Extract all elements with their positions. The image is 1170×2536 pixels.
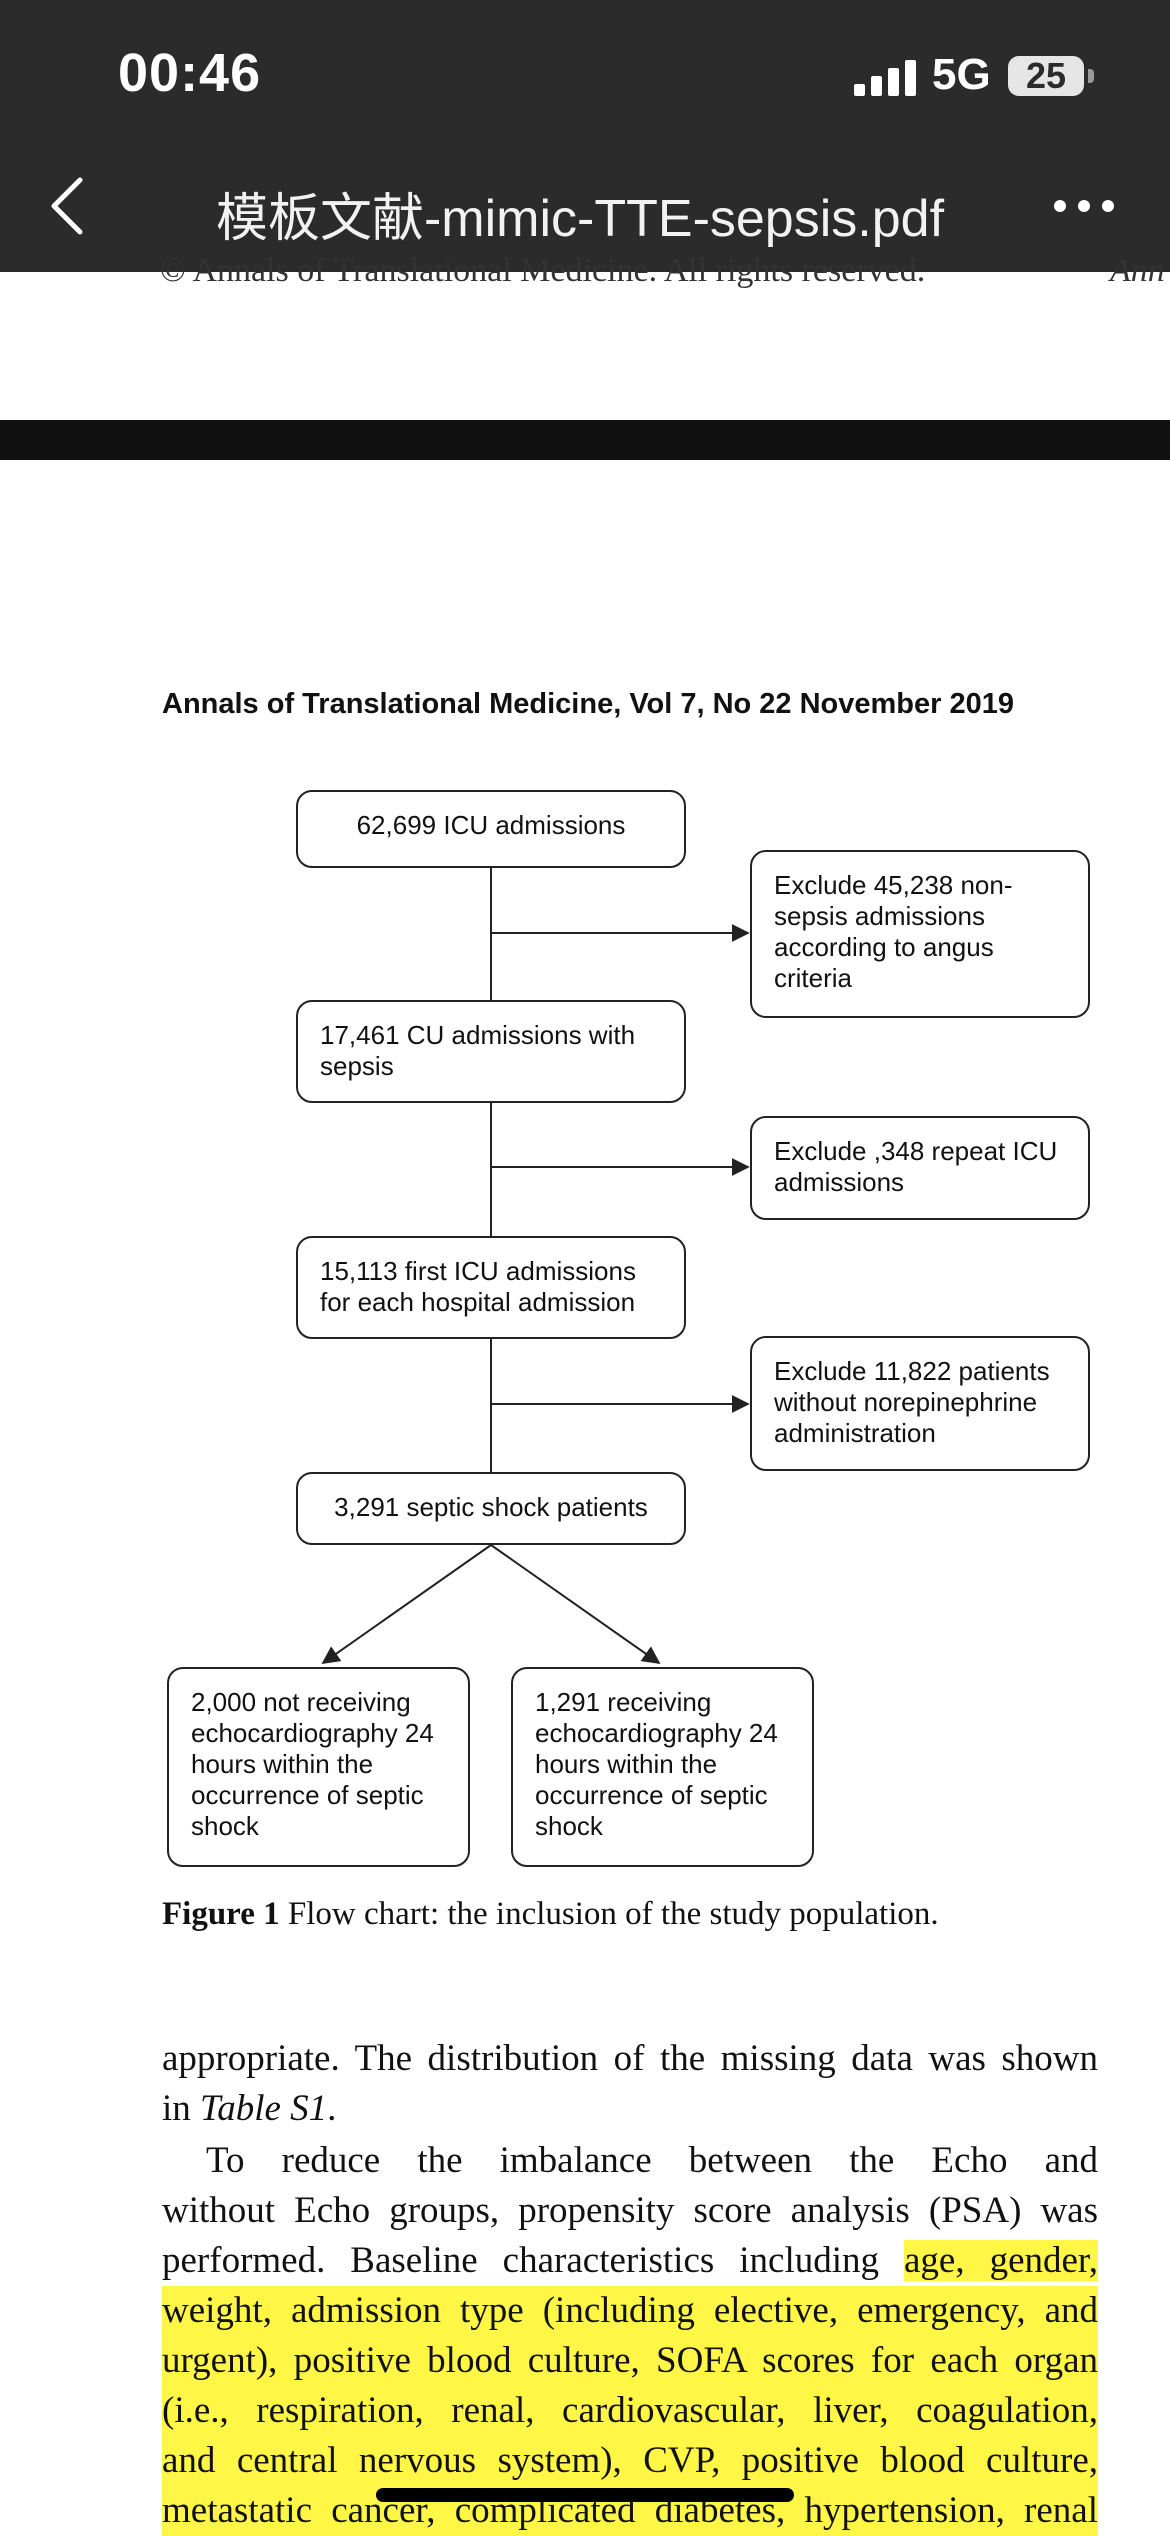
flow-box-septic-shock: 3,291 septic shock patients (296, 1472, 686, 1545)
battery-tip (1088, 69, 1094, 83)
highlighted-text: urgent), positive blood culture, SOFA sc… (162, 2336, 1098, 2386)
text-line: To reduce the imbalance between the Echo… (206, 2140, 1098, 2181)
flow-box-exclude-non-sepsis: Exclude 45,238 non-sepsis admissions acc… (750, 850, 1090, 1018)
arrow-line (321, 1544, 492, 1665)
text-line: appropriate. The distribution of the mis… (162, 2038, 1098, 2079)
flow-box-icu-admissions: 62,699 ICU admissions (296, 790, 686, 868)
text-line: without Echo groups, propensity score an… (162, 2190, 1098, 2231)
battery-icon: 25 (1008, 56, 1084, 96)
nav-bar: 模板文献-mimic-TTE-sepsis.pdf (0, 140, 1170, 272)
cellular-signal-icon (854, 60, 916, 96)
more-horizontal-icon (1054, 200, 1066, 212)
table-s1-link[interactable]: Table S1 (200, 2088, 328, 2129)
flow-box-echo: 1,291 receiving echocardiography 24 hour… (511, 1667, 814, 1867)
figure-label: Figure 1 (162, 1896, 280, 1932)
arrow-line (490, 1544, 661, 1665)
text-line: in Table S1. (162, 2084, 1098, 2134)
network-type: 5G (932, 50, 991, 99)
status-time: 00:46 (118, 43, 262, 103)
highlighted-text: age, gender, (904, 2240, 1099, 2281)
highlighted-text: weight, admission type (including electi… (162, 2286, 1098, 2336)
text-run: . (327, 2088, 337, 2129)
previous-page-footer: © Annals of Translational Medicine. All … (160, 252, 926, 289)
flow-box-exclude-norepinephrine: Exclude 11,822 patients without norepine… (750, 1336, 1090, 1471)
more-horizontal-icon (1078, 200, 1090, 212)
paragraph-1: appropriate. The distribution of the mis… (162, 2034, 1098, 2134)
text-run: in (162, 2088, 201, 2129)
paragraph-2: To reduce the imbalance between the Echo… (162, 2136, 1099, 2536)
home-indicator[interactable] (376, 2488, 794, 2502)
page-separator (0, 420, 1170, 460)
flow-box-sepsis-admissions: 17,461 CU admissions with sepsis (296, 1000, 686, 1103)
previous-page-footer-journal: Ann (1110, 252, 1165, 289)
flow-box-exclude-repeat: Exclude ,348 repeat ICU admissions (750, 1116, 1090, 1220)
flowchart-connectors (321, 868, 750, 1665)
more-button[interactable] (1052, 188, 1116, 224)
chevron-left-icon (51, 177, 83, 235)
figure-caption-text: Flow chart: the inclusion of the study p… (287, 1896, 939, 1932)
status-bar: 00:46 5G 25 (0, 0, 1170, 140)
flow-box-no-echo: 2,000 not receiving echocardiography 24 … (167, 1667, 470, 1867)
text-line: performed. Baseline characteristics incl… (162, 2236, 1099, 2286)
more-horizontal-icon (1102, 200, 1114, 212)
highlighted-text: (i.e., respiration, renal, cardiovascula… (162, 2386, 1098, 2436)
figure-caption: Figure 1 Flow chart: the inclusion of th… (162, 1896, 939, 1933)
flow-box-first-icu-admissions: 15,113 first ICU admissions for each hos… (296, 1236, 686, 1339)
back-button[interactable] (40, 170, 104, 242)
highlighted-text: and central nervous system), CVP, positi… (162, 2436, 1098, 2486)
text-run: performed. Baseline characteristics incl… (162, 2240, 904, 2281)
figure-1-flowchart: 62,699 ICU admissions Exclude 45,238 non… (0, 770, 1170, 1890)
document-title: 模板文献-mimic-TTE-sepsis.pdf (215, 190, 945, 248)
journal-header: Annals of Translational Medicine, Vol 7,… (162, 688, 1015, 720)
